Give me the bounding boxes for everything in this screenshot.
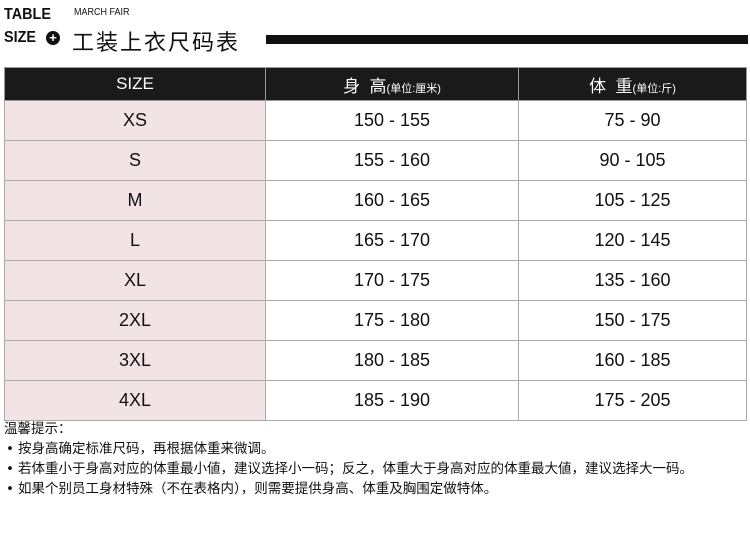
note-item: 按身高确定标准尺码，再根据体重来微调。 xyxy=(4,441,748,458)
weight-cell: 120 - 145 xyxy=(518,220,747,261)
column-header: SIZE xyxy=(4,67,266,101)
height-cell: 180 - 185 xyxy=(265,340,519,381)
column-label: SIZE xyxy=(116,74,154,93)
table-row: 4XL 185 - 190 175 - 205 xyxy=(4,380,747,421)
table-row: M 160 - 165 105 - 125 xyxy=(4,180,747,221)
weight-cell: 135 - 160 xyxy=(518,260,747,301)
column-unit: (单位:斤) xyxy=(632,82,676,95)
note-item: 若体重小于身高对应的体重最小値，建议选择小一码；反之，体重大于身高对应的体重最大… xyxy=(4,461,748,478)
weight-cell: 105 - 125 xyxy=(518,180,747,221)
column-label: 身 高 xyxy=(343,76,387,96)
column-header: 体 重(单位:斤) xyxy=(518,67,747,101)
height-cell: 160 - 165 xyxy=(265,180,519,221)
notes-title: 温馨提示： xyxy=(4,421,72,437)
weight-cell: 175 - 205 xyxy=(518,380,747,421)
size-cell: 2XL xyxy=(4,300,266,341)
table-row: XS 150 - 155 75 - 90 xyxy=(4,100,747,141)
size-cell: 4XL xyxy=(4,380,266,421)
size-cell: L xyxy=(4,220,266,261)
header-size-label: SIZE xyxy=(4,29,37,46)
table-row: 3XL 180 - 185 160 - 185 xyxy=(4,340,747,381)
weight-cell: 75 - 90 xyxy=(518,100,747,141)
size-cell: XL xyxy=(4,260,266,301)
table-row: L 165 - 170 120 - 145 xyxy=(4,220,747,261)
size-table: SIZE 身 高(单位:厘米) 体 重(单位:斤) XS 150 - 155 75 - … xyxy=(4,67,747,421)
column-unit: (单位:厘米) xyxy=(386,82,441,95)
height-cell: 155 - 160 xyxy=(265,140,519,181)
header-table-label: TABLE xyxy=(4,6,51,23)
height-cell: 165 - 170 xyxy=(265,220,519,261)
table-row: 2XL 175 - 180 150 - 175 xyxy=(4,300,747,341)
plus-circle-icon: + xyxy=(46,31,60,45)
height-cell: 170 - 175 xyxy=(265,260,519,301)
size-cell: M xyxy=(4,180,266,221)
size-cell: S xyxy=(4,140,266,181)
weight-cell: 160 - 185 xyxy=(518,340,747,381)
column-label: 体 重 xyxy=(589,76,633,96)
height-cell: 175 - 180 xyxy=(265,300,519,341)
column-header: 身 高(单位:厘米) xyxy=(265,67,519,101)
weight-cell: 90 - 105 xyxy=(518,140,747,181)
table-row: XL 170 - 175 135 - 160 xyxy=(4,260,747,301)
height-cell: 185 - 190 xyxy=(265,380,519,421)
header-subtitle: MARCH FAIR xyxy=(74,7,130,18)
height-cell: 150 - 155 xyxy=(265,100,519,141)
title-divider xyxy=(266,35,748,44)
notes: 温馨提示： 按身高确定标准尺码，再根据体重来微调。若体重小于身高对应的体重最小値… xyxy=(4,419,748,501)
page-title: 工装上衣尺码表 xyxy=(72,31,241,56)
size-cell: 3XL xyxy=(4,340,266,381)
table-row: S 155 - 160 90 - 105 xyxy=(4,140,747,181)
size-cell: XS xyxy=(4,100,266,141)
note-item: 如果个别员工身材特殊（不在表格内），则需要提供身高、体重及胸围定做特体。 xyxy=(4,481,748,498)
weight-cell: 150 - 175 xyxy=(518,300,747,341)
